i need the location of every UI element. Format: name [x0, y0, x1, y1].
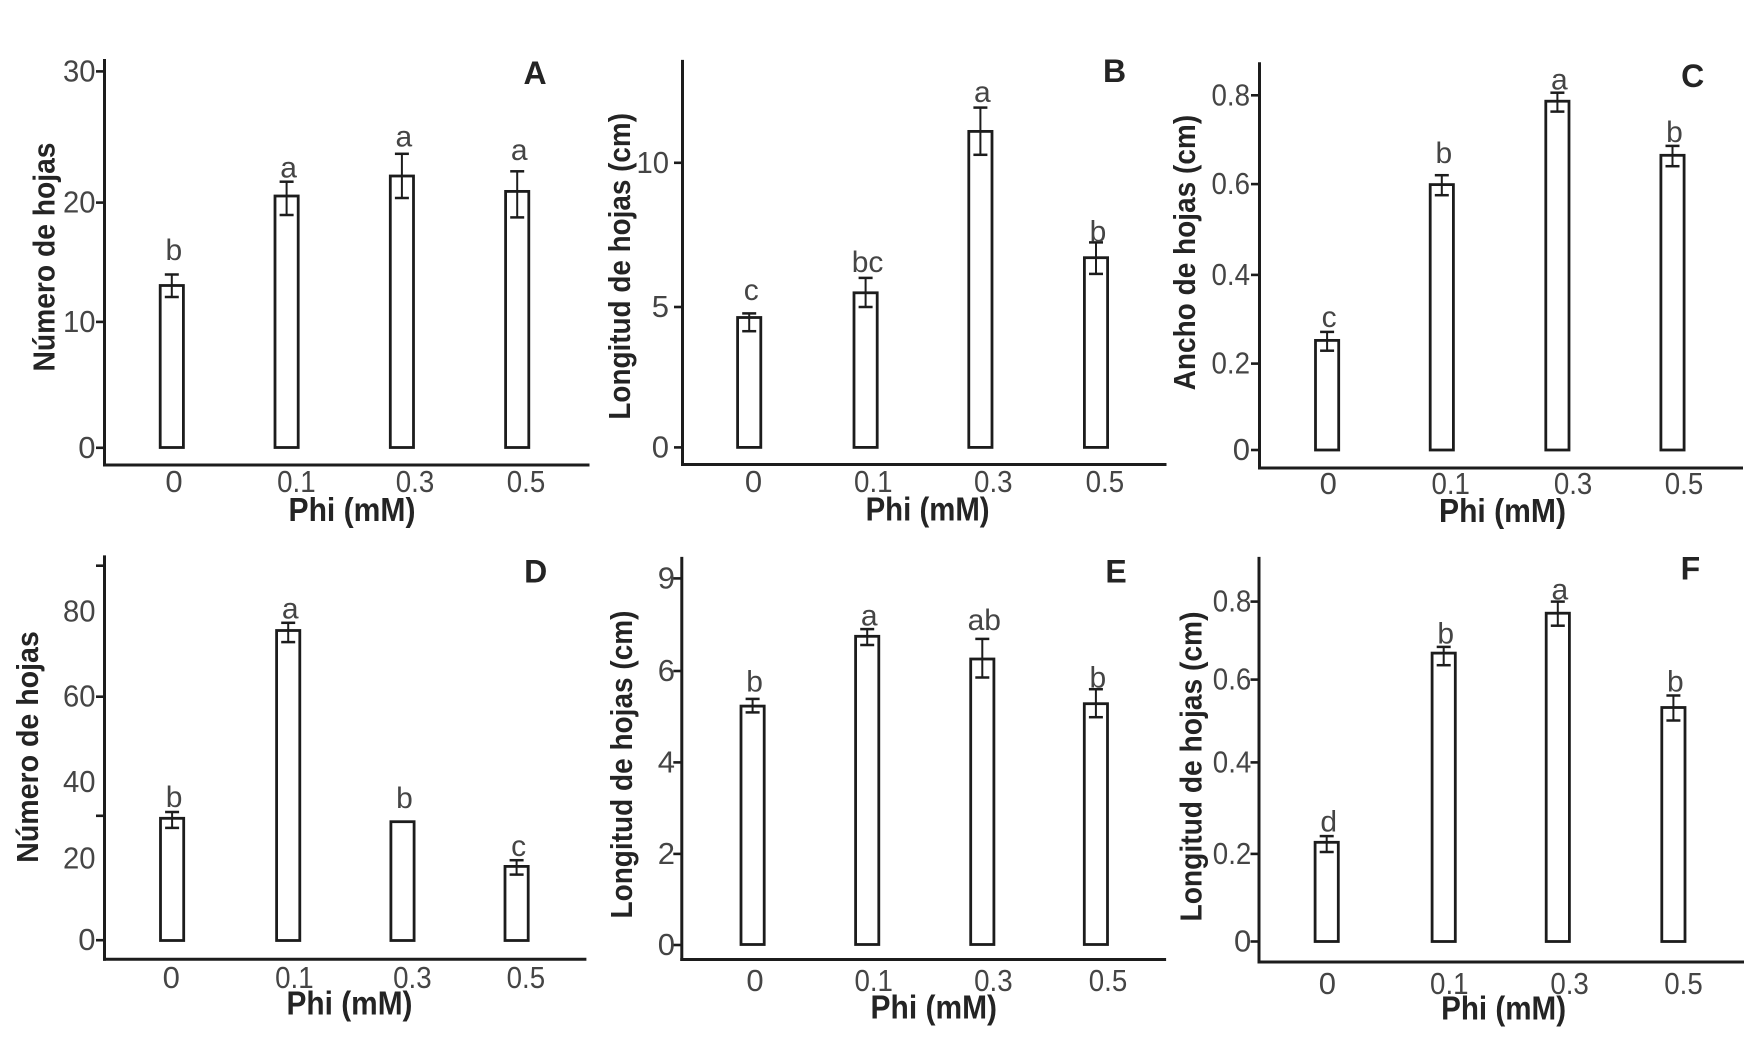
svg-text:C: C: [1681, 58, 1704, 94]
svg-text:0.6: 0.6: [1212, 166, 1251, 201]
svg-text:0: 0: [652, 429, 669, 464]
svg-text:b: b: [166, 781, 183, 814]
svg-text:b: b: [165, 234, 182, 267]
svg-text:Phi (mM): Phi (mM): [1441, 990, 1566, 1027]
svg-text:9: 9: [658, 560, 675, 595]
svg-text:2: 2: [658, 836, 675, 871]
svg-text:ab: ab: [968, 604, 1001, 637]
svg-text:a: a: [1551, 574, 1568, 607]
svg-text:0.2: 0.2: [1213, 836, 1252, 871]
svg-text:0.4: 0.4: [1213, 744, 1252, 779]
svg-text:b: b: [1667, 666, 1684, 699]
svg-text:0.5: 0.5: [1665, 466, 1704, 501]
svg-text:0.1: 0.1: [1430, 966, 1469, 1001]
svg-text:c: c: [1322, 301, 1337, 334]
svg-text:b: b: [1090, 216, 1107, 249]
svg-text:0.1: 0.1: [854, 464, 893, 499]
svg-text:0.5: 0.5: [1089, 963, 1128, 998]
svg-text:60: 60: [63, 679, 96, 714]
svg-text:0.6: 0.6: [1213, 662, 1252, 697]
svg-text:Phi (mM): Phi (mM): [289, 491, 416, 528]
svg-text:10: 10: [637, 145, 670, 180]
svg-text:F: F: [1681, 551, 1701, 587]
svg-text:0.1: 0.1: [854, 963, 893, 998]
svg-text:a: a: [861, 600, 878, 633]
svg-text:Longitud de hojas (cm): Longitud de hojas (cm): [604, 611, 639, 919]
svg-text:0.3: 0.3: [1550, 966, 1589, 1001]
svg-text:80: 80: [63, 593, 96, 628]
svg-text:bc: bc: [852, 246, 884, 279]
svg-text:a: a: [282, 593, 299, 626]
svg-text:30: 30: [63, 53, 96, 88]
svg-text:0.5: 0.5: [1664, 966, 1703, 1001]
svg-text:0.3: 0.3: [974, 963, 1013, 998]
svg-text:0.5: 0.5: [507, 464, 546, 499]
svg-text:0.5: 0.5: [507, 960, 546, 995]
svg-text:20: 20: [63, 185, 96, 220]
svg-text:Phi (mM): Phi (mM): [1439, 492, 1566, 529]
svg-text:0: 0: [745, 464, 762, 499]
svg-text:Longitud de hojas (cm): Longitud de hojas (cm): [1174, 612, 1209, 922]
svg-text:b: b: [396, 782, 413, 815]
svg-text:Número de hojas: Número de hojas: [27, 143, 62, 372]
svg-text:a: a: [1551, 63, 1568, 96]
svg-text:0.2: 0.2: [1212, 346, 1251, 381]
svg-text:10: 10: [63, 304, 96, 339]
svg-text:0: 0: [165, 464, 182, 499]
svg-text:0: 0: [163, 960, 180, 995]
svg-text:a: a: [974, 76, 991, 109]
svg-text:A: A: [523, 55, 546, 91]
svg-text:0.1: 0.1: [277, 464, 316, 499]
svg-text:Número de hojas: Número de hojas: [10, 631, 45, 863]
svg-text:0.1: 0.1: [275, 960, 314, 995]
svg-text:0: 0: [1319, 966, 1336, 1001]
svg-text:E: E: [1105, 553, 1126, 589]
svg-text:a: a: [396, 120, 413, 153]
svg-text:20: 20: [63, 840, 96, 875]
svg-text:0.3: 0.3: [1554, 466, 1593, 501]
svg-text:b: b: [1090, 662, 1107, 695]
svg-text:d: d: [1320, 805, 1337, 838]
svg-text:Longitud de hojas (cm): Longitud de hojas (cm): [602, 113, 637, 420]
svg-text:b: b: [1435, 137, 1452, 170]
svg-text:0: 0: [1320, 466, 1337, 501]
svg-text:0.3: 0.3: [396, 464, 435, 499]
svg-text:0.1: 0.1: [1431, 466, 1470, 501]
svg-text:0.4: 0.4: [1212, 257, 1251, 292]
svg-text:0.5: 0.5: [1086, 464, 1125, 499]
svg-text:0: 0: [1233, 432, 1250, 467]
svg-text:a: a: [511, 134, 528, 167]
svg-text:c: c: [744, 274, 759, 307]
svg-text:0.8: 0.8: [1213, 584, 1252, 619]
svg-text:a: a: [280, 151, 297, 184]
svg-text:0: 0: [78, 430, 95, 465]
svg-text:5: 5: [652, 289, 669, 324]
svg-text:b: b: [1437, 618, 1454, 651]
svg-text:Phi (mM): Phi (mM): [866, 491, 990, 528]
svg-text:B: B: [1103, 53, 1126, 89]
svg-text:0: 0: [1234, 924, 1251, 959]
svg-text:c: c: [511, 830, 526, 863]
svg-text:0.3: 0.3: [393, 960, 432, 995]
svg-text:0: 0: [658, 927, 675, 962]
svg-text:D: D: [524, 553, 547, 589]
svg-text:6: 6: [658, 653, 675, 688]
svg-text:0: 0: [78, 922, 95, 957]
svg-text:Phi (mM): Phi (mM): [287, 985, 413, 1022]
svg-text:Phi (mM): Phi (mM): [871, 989, 998, 1026]
svg-text:b: b: [1666, 116, 1683, 149]
svg-text:0: 0: [746, 963, 763, 998]
svg-text:b: b: [746, 666, 763, 699]
svg-text:0.8: 0.8: [1212, 77, 1251, 112]
svg-text:40: 40: [63, 764, 96, 799]
svg-text:0.3: 0.3: [974, 464, 1013, 499]
svg-text:Ancho de hojas (cm): Ancho de hojas (cm): [1167, 115, 1202, 391]
svg-text:4: 4: [658, 744, 675, 779]
